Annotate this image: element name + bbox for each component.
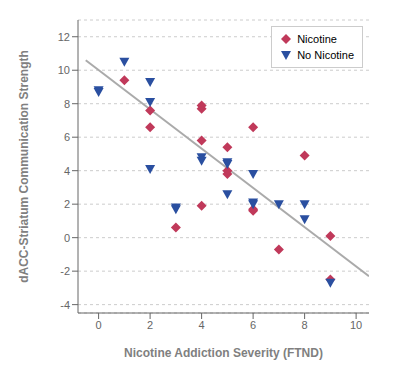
svg-text:4: 4 bbox=[64, 165, 70, 177]
svg-text:Nicotine Addiction Severity (F: Nicotine Addiction Severity (FTND) bbox=[124, 346, 323, 360]
svg-text:0: 0 bbox=[96, 319, 102, 331]
svg-text:4: 4 bbox=[199, 319, 205, 331]
svg-text:10: 10 bbox=[350, 319, 362, 331]
svg-text:6: 6 bbox=[64, 131, 70, 143]
svg-text:0: 0 bbox=[64, 232, 70, 244]
svg-text:12: 12 bbox=[58, 31, 70, 43]
svg-text:10: 10 bbox=[58, 64, 70, 76]
html-text:No Nicotine: No Nicotine bbox=[297, 49, 354, 61]
svg-text:2: 2 bbox=[64, 198, 70, 210]
svg-text:-4: -4 bbox=[60, 299, 70, 311]
svg-text:8: 8 bbox=[64, 98, 70, 110]
html-text:Nicotine: Nicotine bbox=[297, 33, 337, 45]
svg-text:-2: -2 bbox=[60, 265, 70, 277]
svg-text:6: 6 bbox=[250, 319, 256, 331]
svg-text:dACC-Striatum Communication St: dACC-Striatum Communication Strength bbox=[17, 50, 31, 283]
svg-text:8: 8 bbox=[302, 319, 308, 331]
svg-text:2: 2 bbox=[147, 319, 153, 331]
